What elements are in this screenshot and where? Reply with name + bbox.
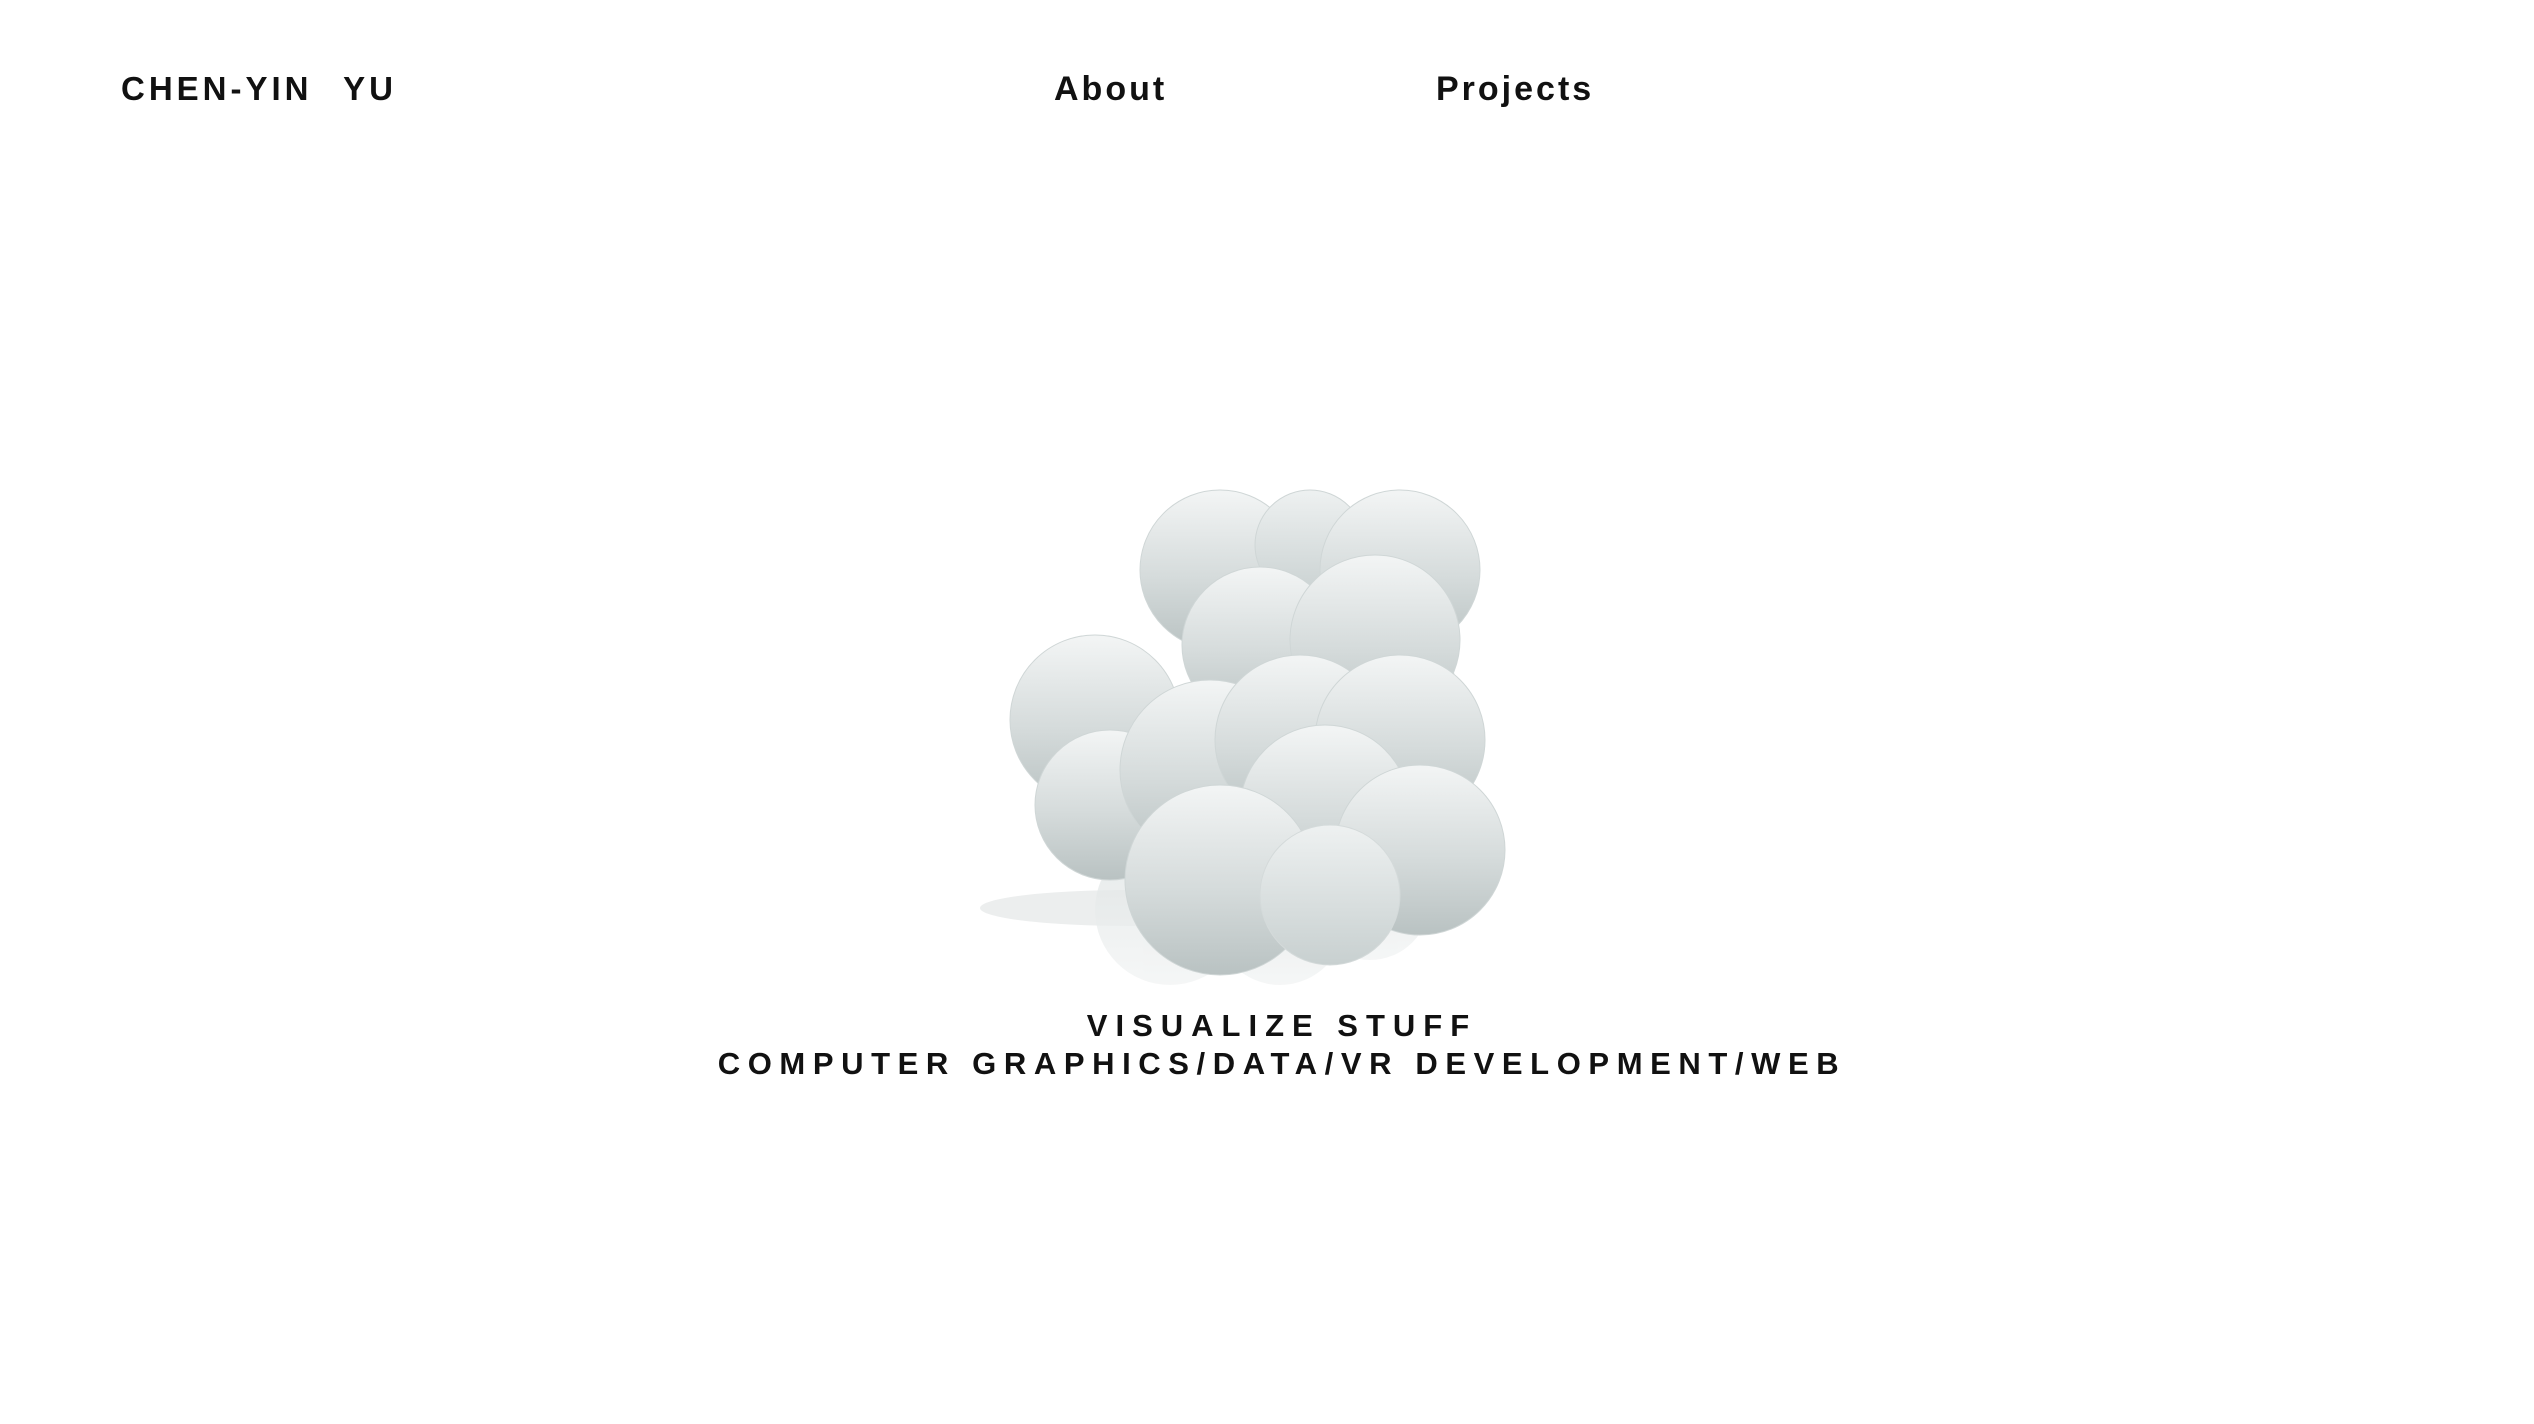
nav-link-projects[interactable]: Projects xyxy=(1436,70,1595,108)
hero-title: VISUALIZE STUFF xyxy=(1086,1008,1478,1043)
bubble-cluster-icon xyxy=(980,489,1506,985)
site-brand-link[interactable]: CHEN-YIN YU xyxy=(121,70,397,107)
bubble-group xyxy=(1009,489,1506,976)
hero-subtitle: COMPUTER GRAPHICS/DATA/VR DEVELOPMENT/WE… xyxy=(717,1046,1847,1081)
nav-link-about[interactable]: About xyxy=(1054,70,1168,108)
